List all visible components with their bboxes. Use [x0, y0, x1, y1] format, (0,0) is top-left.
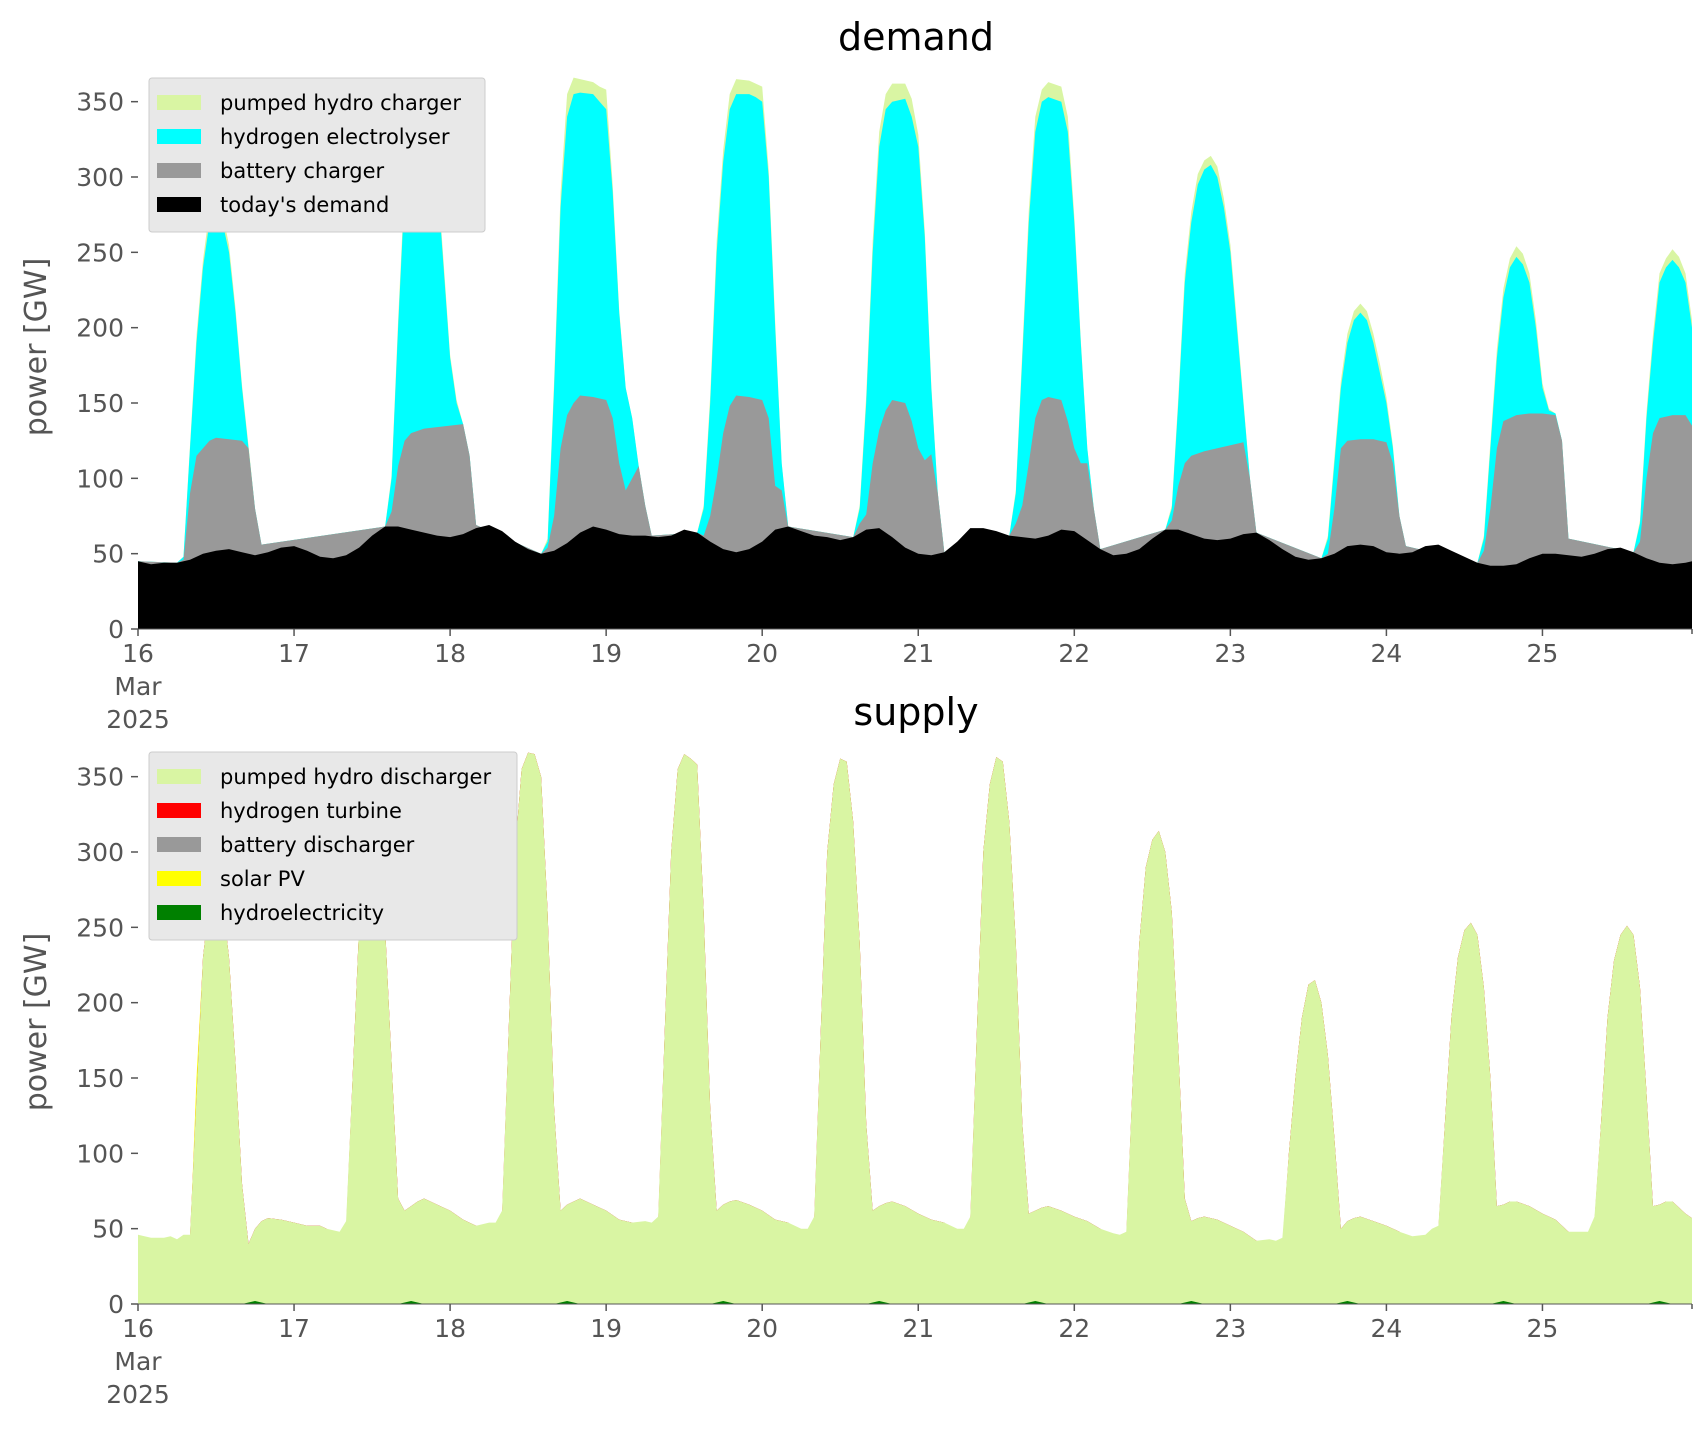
supply-ylabel: power [GW]: [19, 933, 54, 1112]
supply-xtick-label: Mar: [114, 1347, 162, 1376]
demand-legend-box: [148, 77, 486, 233]
supply-title: supply: [853, 690, 978, 734]
demand-xtick-label: 18: [434, 639, 466, 668]
supply-legend-label-pumped-hydro-discharger: pumped hydro discharger: [220, 765, 491, 789]
demand-xtick-label: 19: [590, 639, 622, 668]
supply-legend-box: [148, 751, 518, 941]
supply-legend: pumped hydro discharger hydrogen turbine b…: [148, 751, 518, 941]
demand-xtick-label: 24: [1370, 639, 1402, 668]
demand-legend-label-today-s-demand: today's demand: [220, 193, 389, 217]
demand-y-axis: 0 50 100 150 200 250 300 350: [76, 88, 138, 644]
demand-ytick-label: 300: [76, 163, 124, 192]
demand-xtick-label: 16: [122, 639, 154, 668]
supply-x-axis: 16 Mar 2025 17 18 19 20 21 22 23 24 25: [106, 1303, 1693, 1409]
demand-xtick-label: 23: [1214, 639, 1246, 668]
supply-y-axis: 0 50 100 150 200 250 300 350: [76, 763, 138, 1319]
supply-xtick-label: 20: [746, 1314, 778, 1343]
supply-ytick-label: 200: [76, 989, 124, 1018]
supply-ytick-label: 150: [76, 1064, 124, 1093]
demand-series-today-s-demand: [138, 525, 1692, 629]
demand-title: demand: [838, 15, 994, 59]
supply-legend-label-hydroelectricity: hydroelectricity: [220, 901, 384, 925]
supply-legend-swatch-hydroelectricity: [157, 905, 201, 920]
demand-xtick-label: 20: [746, 639, 778, 668]
demand-legend-swatch-hydrogen-electrolyser: [157, 129, 201, 144]
supply-ytick-label: 250: [76, 913, 124, 942]
supply-xtick-label: 25: [1527, 1314, 1559, 1343]
supply-xtick-label: 23: [1214, 1314, 1246, 1343]
supply-legend-label-solar-pv: solar PV: [220, 867, 305, 891]
supply-xtick-label: 22: [1058, 1314, 1090, 1343]
demand-xtick-label: 25: [1527, 639, 1559, 668]
demand-legend: pumped hydro charger hydrogen electrolyse…: [148, 77, 486, 233]
demand-ytick-label: 50: [92, 540, 124, 569]
demand-plot-area: [138, 77, 1692, 630]
demand-ytick-label: 100: [76, 464, 124, 493]
demand-legend-swatch-today-s-demand: [157, 197, 201, 212]
supply-legend-swatch-battery-discharger: [157, 837, 201, 852]
supply-xtick-label: 2025: [106, 1380, 170, 1409]
supply-ytick-label: 100: [76, 1139, 124, 1168]
demand-xtick-label: Mar: [114, 672, 162, 701]
demand-ytick-label: 150: [76, 389, 124, 418]
demand-legend-swatch-pumped-hydro-charger: [157, 95, 201, 110]
demand-ytick-label: 0: [108, 615, 124, 644]
supply-legend-swatch-solar-pv: [157, 871, 201, 886]
demand-ytick-label: 200: [76, 314, 124, 343]
supply-legend-label-battery-discharger: battery discharger: [220, 833, 415, 857]
supply-xtick-label: 19: [590, 1314, 622, 1343]
demand-xtick-label: 2025: [106, 705, 170, 734]
supply-ytick-label: 50: [92, 1215, 124, 1244]
demand-ylabel: power [GW]: [19, 258, 54, 437]
supply-xtick-label: 21: [902, 1314, 934, 1343]
supply-legend-swatch-pumped-hydro-discharger: [157, 769, 201, 784]
supply-ytick-label: 350: [76, 763, 124, 792]
demand-xtick-label: 22: [1058, 639, 1090, 668]
supply-panel: supply power [GW] 0 50 100 150 200 250 300 350 1…: [19, 690, 1693, 1409]
demand-panel: demand power [GW] 0 50 100 150 200 250 300 350 1…: [19, 15, 1693, 734]
demand-legend-label-hydrogen-electrolyser: hydrogen electrolyser: [220, 125, 450, 149]
demand-ytick-label: 350: [76, 88, 124, 117]
demand-legend-swatch-battery-charger: [157, 163, 201, 178]
supply-xtick-label: 18: [434, 1314, 466, 1343]
supply-legend-swatch-hydrogen-turbine: [157, 803, 201, 818]
demand-ytick-label: 250: [76, 238, 124, 267]
demand-legend-label-battery-charger: battery charger: [220, 159, 385, 183]
supply-ytick-label: 300: [76, 838, 124, 867]
supply-plot-area: [138, 752, 1692, 1304]
supply-series-pumped-hydro-discharger: [138, 752, 1692, 1304]
demand-xtick-label: 17: [278, 639, 310, 668]
supply-legend-label-hydrogen-turbine: hydrogen turbine: [220, 799, 402, 823]
demand-x-axis: 16 Mar 2025 17 18 19 20 21 22 23 24 25: [106, 628, 1693, 734]
supply-xtick-label: 16: [122, 1314, 154, 1343]
supply-xtick-label: 24: [1370, 1314, 1402, 1343]
supply-ytick-label: 0: [108, 1290, 124, 1319]
demand-xtick-label: 21: [902, 639, 934, 668]
supply-xtick-label: 17: [278, 1314, 310, 1343]
demand-series-hydrogen-electrolyser: [138, 92, 1692, 630]
demand-legend-label-pumped-hydro-charger: pumped hydro charger: [220, 91, 461, 115]
